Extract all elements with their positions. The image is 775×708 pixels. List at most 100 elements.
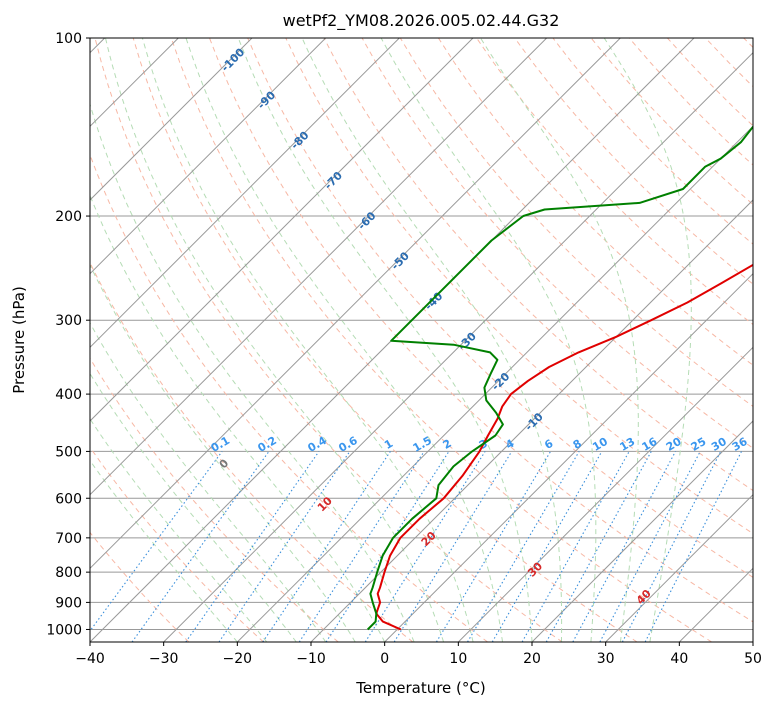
isotherm-label: -20 (489, 370, 512, 393)
isotherm-line (605, 493, 753, 642)
isotherm-line (90, 38, 621, 570)
isotherm-line (236, 125, 753, 642)
dry-adiabat-line (743, 38, 753, 49)
isotherm-line (531, 420, 753, 642)
dry-adiabats (90, 38, 753, 642)
dry-adiabat-line (90, 531, 190, 642)
mixing-ratio-line (393, 451, 513, 642)
moist-adiabat-line (90, 102, 415, 642)
temperature-profile-line (375, 263, 753, 631)
x-tick-label: 10 (449, 651, 467, 667)
mixing-ratio-line (599, 451, 701, 642)
dry-adiabat-label: 40 (634, 587, 654, 607)
moist-adiabat-line (90, 321, 327, 642)
mixing-ratio-line (572, 451, 677, 642)
dry-adiabat-line (590, 38, 753, 206)
dry-adiabat-line (132, 38, 638, 642)
x-axis-ticks: −40 −30 −20 −10 0 10 20 30 40 50 (75, 642, 762, 667)
mixing-ratio-label: 4 (503, 437, 516, 452)
dry-adiabat-line (94, 38, 563, 642)
y-tick-label: 800 (55, 565, 82, 581)
mixing-ratio-line (467, 451, 580, 642)
dewpoint-profile-line (366, 125, 753, 631)
isotherm-label: -60 (355, 209, 378, 232)
mixing-ratio-line (545, 451, 652, 642)
mixing-ratio-line (521, 451, 630, 642)
moist-adiabat-line (90, 417, 268, 642)
mixing-ratio-line (131, 451, 270, 642)
isotherms (90, 38, 753, 642)
dry-adiabat-line (90, 153, 488, 642)
y-tick-label: 200 (55, 209, 82, 225)
y-tick-label: 1000 (46, 622, 82, 638)
x-tick-label: −20 (223, 651, 253, 667)
y-tick-label: 600 (55, 491, 82, 507)
isotherm-label: -70 (322, 169, 345, 192)
isotherm-label: -90 (255, 88, 278, 111)
isotherm-line (90, 38, 253, 201)
moist-adiabat-line (105, 38, 445, 642)
dry-adiabat-line (90, 357, 339, 642)
dry-adiabat-line (247, 38, 753, 578)
dry-adiabat-line (552, 38, 753, 245)
isotherm-label: -50 (389, 249, 412, 272)
dry-adiabat-line (667, 38, 753, 127)
y-axis-ticks: 100 200 300 400 500 600 700 800 900 1000 (46, 31, 90, 638)
isotherm-line (457, 346, 753, 642)
moist-adiabat-line (480, 38, 639, 642)
isotherm-line (90, 38, 400, 349)
moist-adiabat-line (90, 459, 238, 642)
x-tick-label: 0 (380, 651, 389, 667)
x-tick-label: 30 (597, 651, 615, 667)
dry-adiabat-line (705, 38, 753, 88)
isotherm-line (678, 567, 753, 642)
mixing-ratio-line (218, 451, 351, 642)
dry-adiabat-label: 10 (315, 494, 335, 514)
x-axis-label: Temperature (°C) (355, 679, 485, 697)
isotherm-label: -10 (523, 410, 546, 433)
mixing-ratio-lines (90, 451, 742, 642)
y-tick-label: 700 (55, 531, 82, 547)
x-tick-label: −40 (75, 651, 105, 667)
moist-adiabat-line (380, 38, 597, 642)
mixing-ratio-line (364, 451, 486, 642)
y-tick-label: 500 (55, 444, 82, 460)
dry-adiabat-label: 30 (525, 559, 545, 579)
chart-title: wetPf2_YM08.2026.005.02.44.G32 (283, 11, 560, 31)
dry-adiabat-line (514, 38, 753, 285)
profiles (366, 125, 753, 631)
dry-adiabat-line (209, 38, 753, 623)
moist-adiabat-line (603, 38, 692, 642)
isotherm-line (384, 272, 753, 642)
x-tick-label: −10 (296, 651, 326, 667)
dry-adiabat-line (90, 261, 414, 642)
isotherm-line (90, 38, 327, 275)
y-axis-label: Pressure (hPa) (10, 286, 28, 394)
moist-adiabat-line (90, 194, 386, 642)
isotherm-line (163, 51, 753, 642)
mixing-ratio-line (262, 451, 391, 642)
isotherm-label: -80 (288, 129, 311, 152)
isotherm-line (310, 199, 753, 642)
dry-adiabat-line (399, 38, 753, 408)
x-tick-label: 40 (670, 651, 688, 667)
mixing-ratio-label: 2 (441, 437, 454, 452)
dry-adiabat-line (170, 38, 712, 642)
isotherm-line (90, 38, 548, 496)
moist-adiabat-line (301, 38, 563, 642)
moist-adiabat-line (141, 38, 474, 642)
x-tick-label: −30 (149, 651, 179, 667)
mixing-ratio-line (90, 451, 223, 632)
moist-adiabat-line (237, 38, 533, 642)
x-tick-label: 20 (523, 651, 541, 667)
mixing-ratio-label: 6 (542, 437, 555, 452)
moist-adiabat-line (90, 372, 297, 642)
y-tick-label: 900 (55, 595, 82, 611)
isotherm-line (752, 641, 753, 642)
y-tick-label: 100 (55, 31, 82, 47)
dry-adiabat-line (90, 446, 264, 642)
moist-adiabat-line (90, 264, 356, 642)
plot-frame (89, 37, 754, 643)
isotherm-label: -40 (422, 289, 445, 312)
